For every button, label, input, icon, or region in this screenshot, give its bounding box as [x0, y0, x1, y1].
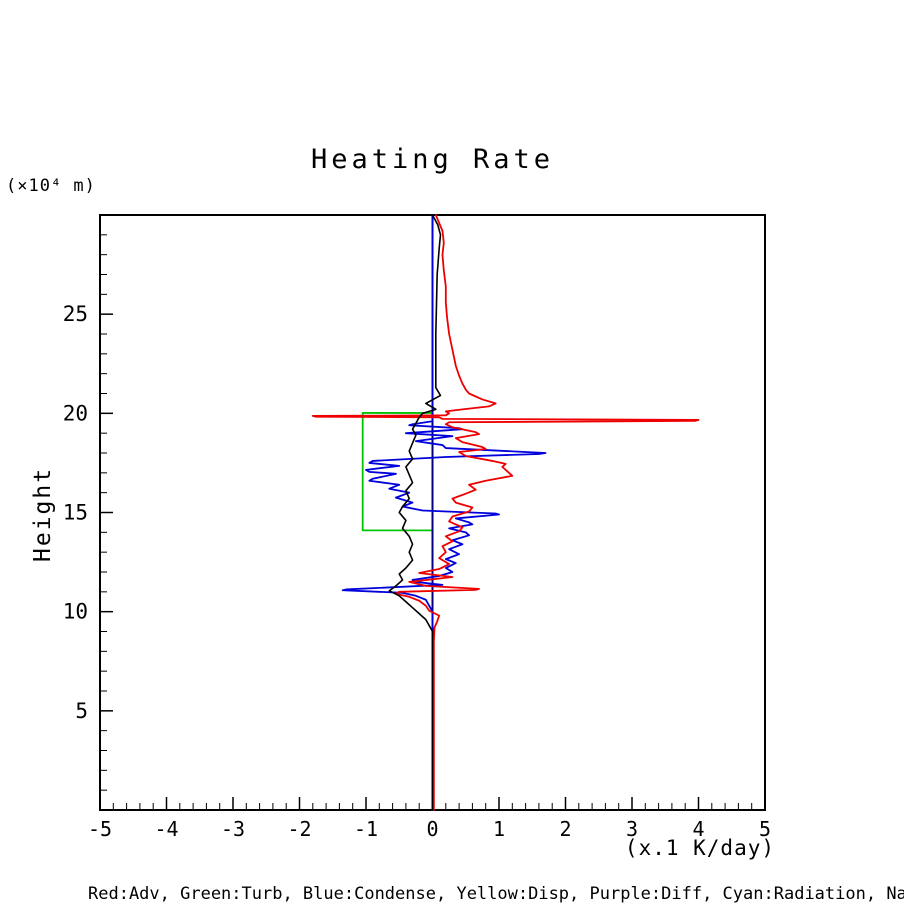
y-tick-label: 25	[63, 302, 88, 326]
legend-caption: Red:Adv, Green:Turb, Blue:Condense, Yell…	[88, 884, 904, 904]
y-tick-label: 5	[75, 699, 88, 723]
y-tick-label: 20	[63, 401, 88, 425]
series-line-Adv	[311, 214, 700, 811]
x-tick-label: 1	[493, 817, 505, 841]
x-tick-label: 0	[426, 817, 438, 841]
x-tick-label: -1	[354, 817, 378, 841]
series-line-Condense	[341, 214, 547, 811]
x-axis-label: (x.1 K/day)	[624, 836, 775, 860]
series-line-Turb	[361, 214, 434, 811]
x-tick-label: 4	[692, 817, 704, 841]
chart-title: Heating Rate	[310, 144, 555, 175]
x-tick-label: 3	[626, 817, 638, 841]
series-line-Black	[388, 214, 442, 811]
y-tick-label: 15	[63, 501, 88, 525]
x-tick-label: 2	[559, 817, 571, 841]
x-tick-label: 5	[759, 817, 771, 841]
x-tick-label: -2	[287, 817, 311, 841]
x-tick-label: -3	[221, 817, 245, 841]
y-tick-label: 10	[63, 600, 88, 624]
y-axis-unit-label: (×10⁴ m)	[6, 176, 96, 196]
x-tick-label: -5	[88, 817, 112, 841]
x-tick-label: -4	[154, 817, 178, 841]
